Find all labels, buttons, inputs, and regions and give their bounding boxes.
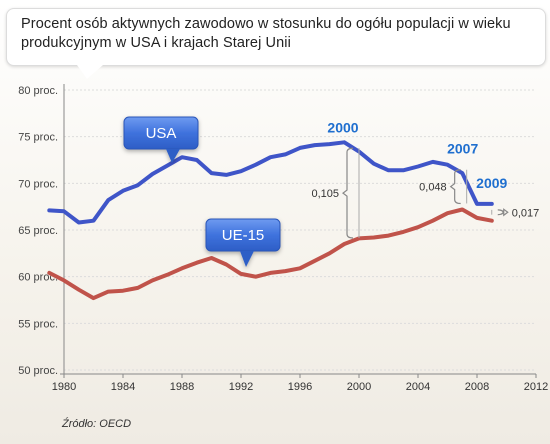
year-label-2007: 2007 (447, 141, 478, 157)
x-tick-label: 2000 (347, 381, 371, 393)
axes (60, 84, 537, 378)
callout-box (123, 116, 199, 150)
y-tick-label: 70 proc. (18, 178, 58, 190)
y-tick-label: 55 proc. (18, 318, 58, 330)
x-tick-labels: 1980 1984 1988 1992 1996 2000 2004 2008 2012 (52, 381, 548, 393)
x-tick-label: 2004 (406, 381, 430, 393)
callout-label-usa: USA (146, 125, 177, 142)
x-tick-label: 1988 (170, 381, 194, 393)
source-note: Źródło: OECD (62, 418, 132, 430)
year-label-2000: 2000 (327, 119, 358, 135)
series-line-ue-15 (47, 207, 494, 301)
y-tick-label: 75 proc. (18, 132, 58, 144)
series-lines (47, 140, 494, 301)
x-tick-label: 1980 (52, 381, 76, 393)
callout-label-ue-15: UE-15 (222, 227, 265, 244)
callout-tail (166, 149, 180, 163)
series-callouts: USA UE-15 (123, 116, 281, 267)
x-tick-label: 1996 (288, 381, 312, 393)
x-tick-label: 2008 (465, 381, 489, 393)
chart-title: Procent osób aktywnych zawodowo w stosun… (21, 16, 511, 51)
y-tick-label: 50 proc. (18, 365, 58, 377)
x-tick-label: 2012 (524, 381, 548, 393)
gap-bracket (449, 169, 461, 205)
x-tick-label: 1992 (229, 381, 253, 393)
title-callout-tail (77, 65, 103, 79)
title-callout: Procent osób aktywnych zawodowo w stosun… (6, 8, 546, 79)
year-label-2009: 2009 (476, 175, 507, 191)
y-tick-labels: 50 proc. 55 proc. 60 proc. 65 proc. 70 proc.… (18, 85, 58, 377)
grid-lines (64, 89, 536, 371)
callout-usa (123, 116, 199, 163)
callout-tail (240, 251, 254, 267)
y-tick-label: 80 proc. (18, 85, 58, 97)
y-tick-label: 65 proc. (18, 225, 58, 237)
gap-bracket (497, 208, 509, 217)
gap-label: 0,048 (419, 182, 447, 194)
gap-bracket (342, 147, 354, 239)
callout-ue-15 (205, 218, 281, 267)
x-tick-label: 1984 (111, 381, 135, 393)
gap-label: 0,105 (311, 188, 339, 200)
annotations: 2000 2007 2009 0,105 0,048 0,017 (311, 119, 540, 239)
y-tick-label: 60 proc. (18, 272, 58, 284)
gap-label: 0,017 (512, 207, 540, 219)
series-line-usa (47, 140, 494, 225)
